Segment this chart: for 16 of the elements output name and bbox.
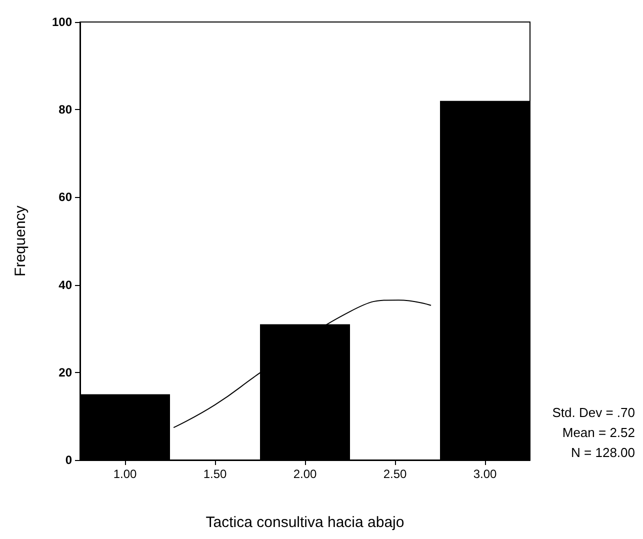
y-tick-label: 60 bbox=[58, 190, 72, 204]
x-tick-label: 1.50 bbox=[203, 467, 227, 481]
y-tick-label: 20 bbox=[58, 365, 72, 380]
y-tick-label: 80 bbox=[58, 102, 72, 117]
x-axis-title: Tactica consultiva hacia abajo bbox=[206, 514, 404, 531]
x-tick-label: 2.50 bbox=[383, 467, 407, 481]
y-tick-label: 100 bbox=[52, 15, 72, 29]
text: N = 128.00 bbox=[571, 445, 636, 460]
text: Mean = 2.52 bbox=[562, 425, 636, 440]
y-axis-title: Frequency bbox=[12, 205, 29, 276]
text: Std. Dev = .70 bbox=[552, 405, 636, 420]
x-tick-label: 3.00 bbox=[473, 467, 497, 481]
y-tick-label: 0 bbox=[65, 453, 72, 467]
x-tick-label: 2.00 bbox=[293, 467, 317, 481]
x-tick-label: 1.00 bbox=[113, 467, 137, 481]
y-tick-label: 40 bbox=[58, 278, 72, 292]
